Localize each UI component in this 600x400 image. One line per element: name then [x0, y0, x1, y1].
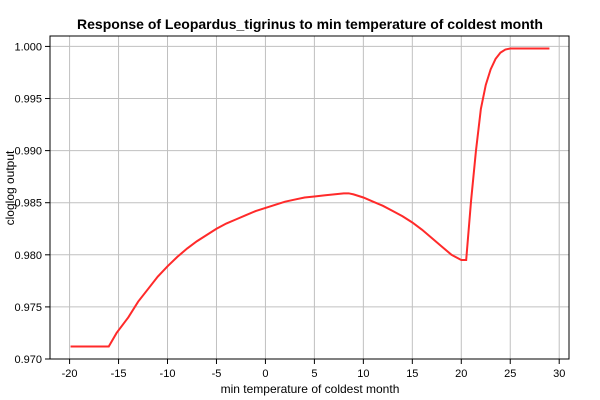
x-tick-label: -5: [212, 368, 222, 380]
y-tick-label: 0.970: [14, 354, 42, 366]
x-tick-label: -15: [111, 368, 127, 380]
x-tick-label: 30: [553, 368, 565, 380]
plot-area-frame: [49, 35, 570, 360]
chart-title: Response of Leopardus_tigrinus to min te…: [77, 16, 543, 32]
y-tick-label: 1.000: [14, 41, 42, 53]
x-tick-label: 0: [262, 368, 268, 380]
x-tick-label: 5: [311, 368, 317, 380]
y-tick-label: 0.995: [14, 94, 42, 106]
y-tick-label: 0.990: [14, 146, 42, 158]
x-tick-label: 20: [455, 368, 467, 380]
y-tick-label: 0.985: [14, 198, 42, 210]
x-axis-label: min temperature of coldest month: [221, 382, 400, 396]
y-tick-label: 0.980: [14, 250, 42, 262]
x-tick-label: -20: [62, 368, 78, 380]
x-tick-label: 10: [357, 368, 369, 380]
x-axis: -20 -15 -10 -5 0 5 10 15 20 25 30: [62, 359, 565, 380]
x-tick-label: -10: [160, 368, 176, 380]
y-axis: 0.970 0.975 0.980 0.985 0.990 0.995 1.000: [14, 41, 50, 366]
x-tick-label: 15: [406, 368, 418, 380]
x-tick-label: 25: [504, 368, 516, 380]
y-axis-label: cloglog output: [3, 150, 17, 225]
series-line: [70, 47, 550, 348]
y-tick-label: 0.975: [14, 302, 42, 314]
